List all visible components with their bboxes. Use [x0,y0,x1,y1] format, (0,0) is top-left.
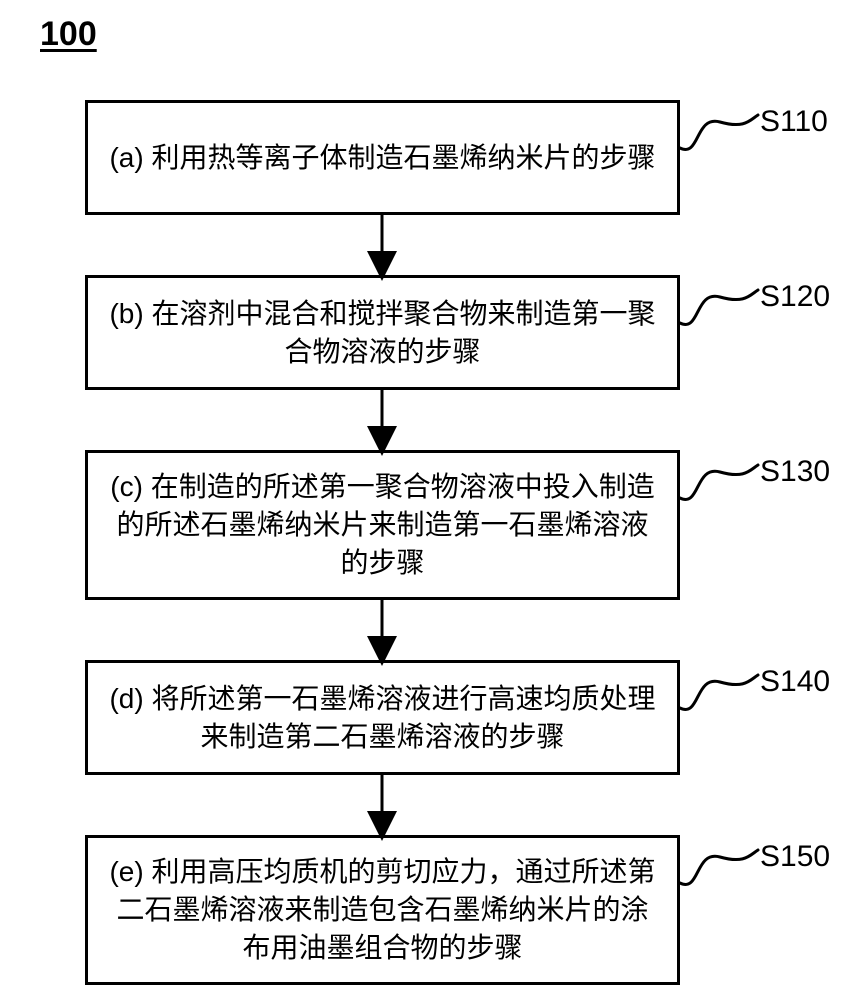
step-label-s120: S120 [760,280,830,314]
diagram-title: 100 [40,15,97,54]
step-label-s140: S140 [760,665,830,699]
step-box-s140: (d) 将所述第一石墨烯溶液进行高速均质处理来制造第二石墨烯溶液的步骤 [85,660,680,775]
step-box-s120: (b) 在溶剂中混合和搅拌聚合物来制造第一聚合物溶液的步骤 [85,275,680,390]
curl-connector [680,850,758,885]
curl-connector [680,465,758,500]
step-label-s150: S150 [760,840,830,874]
curl-connector [680,290,758,325]
step-box-s130: (c) 在制造的所述第一聚合物溶液中投入制造的所述石墨烯纳米片来制造第一石墨烯溶… [85,450,680,600]
step-box-s150: (e) 利用高压均质机的剪切应力，通过所述第二石墨烯溶液来制造包含石墨烯纳米片的… [85,835,680,985]
step-box-s110: (a) 利用热等离子体制造石墨烯纳米片的步骤 [85,100,680,215]
step-label-s130: S130 [760,455,830,489]
curl-connectors-group [680,115,758,885]
flowchart-canvas: 100 (a) 利用热等离子体制造石墨烯纳米片的步骤 (b) 在溶剂中混合和搅拌… [0,0,847,1000]
curl-connector [680,115,758,150]
step-label-s110: S110 [760,105,828,139]
curl-connector [680,675,758,710]
